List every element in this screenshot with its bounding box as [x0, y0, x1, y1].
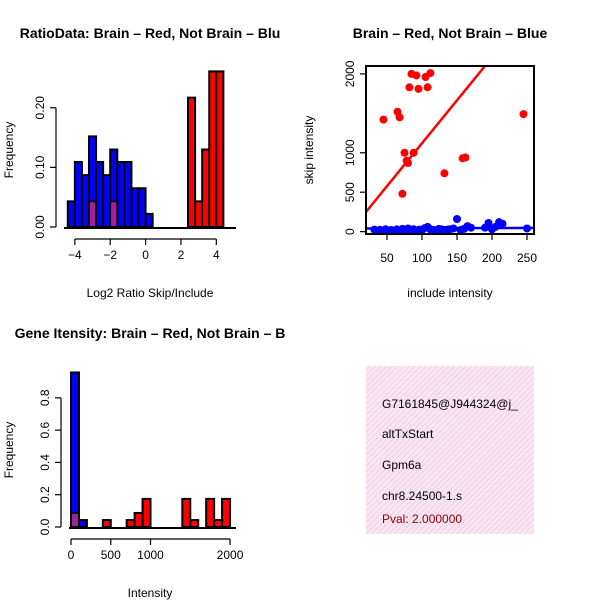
scatter-point-not-brain-35: [484, 218, 493, 227]
scatter-point-brain-14: [426, 69, 435, 78]
ratio-hist-x-tick-label-3: 2: [178, 248, 185, 262]
intensity-hist-overlap-bar-0: [72, 513, 78, 526]
intensity-hist-bar-brain-7: [205, 497, 216, 528]
scatter-point-brain-10: [412, 71, 421, 80]
intensity-histogram-panel: Gene Itensity: Brain – Red, Not Brain – …: [2, 325, 285, 600]
ratio-hist-x-tick-label-1: −2: [103, 248, 117, 262]
scatter-y-tick-label-0: 0: [343, 228, 357, 235]
ratio-hist-x-tick-label-2: 0: [142, 248, 149, 262]
intensity-hist-bar-brain-4: [141, 497, 152, 528]
scatter-point-not-brain-29: [453, 215, 461, 224]
intensity-hist-bar-brain-5: [181, 497, 192, 528]
scatter-x-tick-label-2: 150: [447, 251, 467, 265]
scatter-points: [366, 66, 534, 234]
ratio-hist-x-tick-label-4: 4: [213, 248, 220, 262]
scatter-x-tick-label-4: 250: [517, 251, 537, 265]
ratio-hist-y-tick-label-0: 0.00: [33, 215, 47, 239]
ratio-hist-bar-not-brain-1: [73, 161, 83, 228]
intensity-histogram-bars: [70, 371, 232, 529]
ratio-hist-bar-not-brain-0: [66, 200, 76, 229]
ratio-hist-bar-brain-4: [201, 148, 211, 228]
scatter-point-brain-11: [414, 84, 423, 93]
scatter-fit-line-not-brain: [366, 226, 534, 230]
ratio-histogram-ylabel: Frequency: [2, 122, 16, 179]
ratio-hist-bar-not-brain-4: [95, 161, 105, 228]
ratio-hist-bar-brain-3: [194, 200, 204, 229]
ratio-histogram-bars: [66, 70, 225, 229]
scatter-x-tick-label-1: 100: [412, 251, 432, 265]
ratio-hist-bar-not-brain-9: [130, 187, 140, 228]
intensity-hist-bar-brain-8: [213, 519, 224, 529]
intensity-hist-bar-brain-3: [133, 511, 144, 528]
intensity-hist-bar-not-brain-1: [77, 519, 88, 529]
intensity-hist-bar-brain-2: [125, 519, 136, 529]
intensity-hist-bar-brain-1: [101, 519, 112, 529]
scatter-point-not-brain-39: [498, 219, 507, 228]
scatter-plot-box: [365, 65, 535, 235]
ratio-histogram-panel: RatioData: Brain – Red, Not Brain – Blu …: [2, 25, 280, 300]
ratio-hist-bar-not-brain-2: [80, 174, 90, 228]
intensity-hist-bar-brain-6: [189, 519, 200, 529]
ratio-hist-x-tick-label-0: −4: [68, 248, 82, 262]
scatter-ylabel: skip intensity: [302, 116, 316, 185]
ratio-histogram-title: RatioData: Brain – Red, Not Brain – Blu: [20, 25, 281, 41]
ratio-histogram-xlabel: Log2 Ratio Skip/Include: [87, 286, 214, 300]
scatter-point-brain-4: [400, 148, 409, 157]
scatter-point-brain-15: [440, 169, 449, 178]
event-type-text: altTxStart: [382, 427, 434, 441]
ratio-hist-bar-not-brain-8: [123, 161, 133, 228]
scatter-point-brain-18: [519, 110, 528, 119]
gene-name-text: Gpm6a: [382, 458, 422, 472]
intensity-histogram-xlabel: Intensity: [128, 586, 173, 600]
info-panel: G7161845@J944324@j_ altTxStart Gpm6a chr…: [366, 366, 534, 534]
ratio-hist-bar-not-brain-7: [116, 161, 126, 228]
intensity-hist-x-tick-label-3: 2000: [217, 548, 244, 562]
intensity-hist-y-tick-label-2: 0.4: [38, 454, 52, 471]
scatter-point-brain-13: [423, 83, 432, 92]
ratio-hist-bar-not-brain-10: [137, 187, 147, 228]
location-text: chr8.24500-1.s: [382, 489, 462, 503]
intensity-hist-x-tick-label-1: 500: [101, 548, 121, 562]
pval-text: Pval: 2.000000: [382, 512, 462, 526]
intensity-scatter-panel: Brain – Red, Not Brain – Blue 50 100 150 20…: [302, 25, 547, 300]
event-id-text: G7161845@J944324@j_: [382, 397, 518, 411]
scatter-point-brain-0: [379, 115, 388, 124]
ratio-hist-bar-brain-2: [187, 96, 197, 228]
intensity-hist-y-tick-label-0: 0.0: [38, 518, 52, 535]
intensity-hist-bar-brain-9: [221, 497, 232, 528]
scatter-x-tick-label-0: 50: [380, 251, 394, 265]
scatter-xlabel: include intensity: [407, 286, 492, 300]
scatter-x-tick-label-3: 200: [482, 251, 502, 265]
scatter-title: Brain – Red, Not Brain – Blue: [353, 25, 548, 41]
ratio-hist-y-tick-label-2: 0.20: [33, 96, 47, 120]
scatter-y-tick-label-2: 1000: [343, 139, 357, 166]
ratio-hist-bar-brain-5: [208, 70, 218, 229]
ratio-histogram-axes: −4 −2 0 2 4 0.00 0.10 0.20: [33, 96, 236, 262]
ratio-hist-bar-not-brain-5: [102, 174, 112, 228]
intensity-histogram-title: Gene Itensity: Brain – Red, Not Brain – …: [15, 325, 286, 341]
intensity-histogram-axes: 0 500 1000 2000 0.0 0.2 0.4 0.6 0.8: [38, 389, 244, 562]
scatter-y-tick-label-1: 500: [343, 182, 357, 202]
scatter-axes: 50 100 150 200 250 0 500 1000 2000: [343, 60, 537, 265]
scatter-point-brain-17: [461, 153, 470, 162]
intensity-hist-bar-not-brain-0: [70, 371, 80, 528]
ratio-hist-bar-brain-6: [215, 70, 225, 229]
scatter-point-brain-2: [395, 113, 404, 122]
ratio-hist-overlap-bar-1: [111, 202, 117, 226]
intensity-hist-y-tick-label-1: 0.2: [38, 486, 52, 503]
intensity-hist-y-tick-label-4: 0.8: [38, 389, 52, 406]
intensity-hist-x-tick-label-0: 0: [68, 548, 75, 562]
info-panel-background: [366, 366, 534, 534]
scatter-y-tick-label-3: 2000: [343, 60, 357, 87]
scatter-fit-line-brain: [366, 66, 486, 213]
intensity-hist-y-tick-label-3: 0.6: [38, 421, 52, 438]
intensity-hist-x-tick-label-2: 1000: [137, 548, 164, 562]
scatter-point-brain-3: [398, 189, 407, 198]
ratio-hist-bar-not-brain-11: [144, 212, 154, 228]
scatter-point-brain-7: [405, 83, 414, 92]
ratio-hist-overlap-bar-0: [89, 202, 96, 226]
ratio-hist-y-tick-label-1: 0.10: [33, 155, 47, 179]
intensity-histogram-ylabel: Frequency: [2, 422, 16, 479]
